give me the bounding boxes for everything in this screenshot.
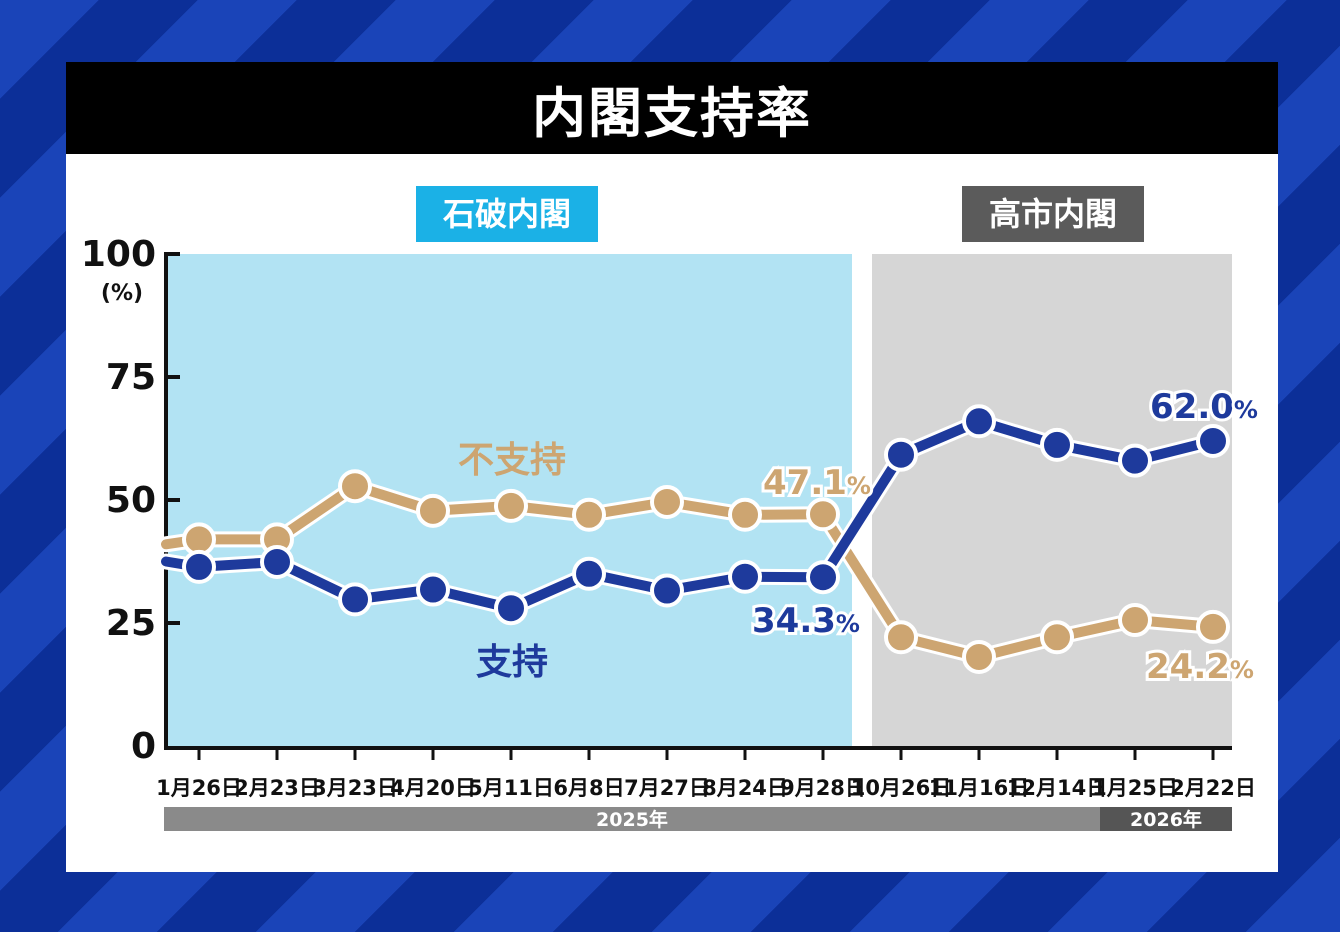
year-label-2026: 2026年	[1130, 808, 1202, 831]
data-point	[338, 469, 372, 504]
data-point	[884, 437, 918, 472]
year-bar-2026	[1100, 807, 1232, 831]
data-point	[572, 497, 606, 532]
data-point	[1118, 603, 1152, 638]
takaichi-era-tag	[962, 186, 1144, 242]
y-tick-label: 75	[106, 357, 156, 398]
x-tick-label: 9月28日	[780, 776, 866, 800]
data-point	[728, 559, 762, 594]
series-label-support: 支持	[476, 642, 548, 683]
y-tick-label: 50	[106, 480, 156, 521]
data-label: 24.2%	[1146, 647, 1254, 687]
data-point	[572, 556, 606, 591]
data-label: 62.0%	[1150, 387, 1258, 427]
data-point	[338, 582, 372, 617]
data-point	[1040, 427, 1074, 462]
data-point	[182, 549, 216, 584]
year-label-2025: 2025年	[596, 808, 668, 831]
x-tick-label: 11月16日	[929, 776, 1029, 800]
x-tick-label: 4月20日	[390, 776, 476, 800]
takaichi-era-background	[872, 254, 1232, 746]
x-tick-label: 1月25日	[1092, 776, 1178, 800]
x-tick-label: 3月23日	[312, 776, 398, 800]
data-point	[260, 544, 294, 579]
x-tick-label: 7月27日	[624, 776, 710, 800]
x-tick-label: 10月26日	[851, 776, 951, 800]
takaichi-era-label: 高市内閣	[989, 195, 1117, 233]
chart-title: 内閣支持率	[66, 62, 1278, 154]
data-point	[806, 560, 840, 595]
x-tick-label: 1月26日	[156, 776, 242, 800]
y-tick-label: 0	[131, 726, 156, 767]
data-point	[650, 484, 684, 519]
data-point	[962, 404, 996, 439]
ishiba-era-tag	[416, 186, 598, 242]
chart-panel: 内閣支持率 石破内閣 高市内閣 100 (%) 75 50 25 0 2025年…	[66, 62, 1278, 872]
x-tick-label: 8月24日	[702, 776, 788, 800]
x-tick-label: 12月14日	[1007, 776, 1107, 800]
data-point	[884, 620, 918, 655]
year-bar-2025	[164, 807, 1100, 831]
data-point	[728, 497, 762, 532]
data-point	[416, 493, 450, 528]
data-point	[494, 488, 528, 523]
data-label: 34.3%	[752, 601, 860, 641]
data-point	[416, 572, 450, 607]
x-tick-label: 2月22日	[1170, 776, 1256, 800]
line-chart: 石破内閣 高市内閣 100 (%) 75 50 25 0 2025年 2026年…	[81, 186, 1261, 831]
data-point	[650, 573, 684, 608]
data-point	[1196, 423, 1230, 458]
y-tick-label: 25	[106, 603, 156, 644]
x-tick-label: 6月8日	[553, 776, 624, 800]
data-point	[1040, 620, 1074, 655]
series-label-non-support: 不支持	[458, 440, 566, 481]
ishiba-era-label: 石破内閣	[442, 195, 571, 233]
data-point	[182, 522, 216, 557]
data-point	[1196, 609, 1230, 644]
data-point	[962, 639, 996, 674]
x-tick-label: 2月23日	[234, 776, 320, 800]
data-point	[494, 591, 528, 626]
data-point	[806, 497, 840, 532]
y-tick-label: 100	[81, 234, 156, 275]
x-tick-label: 5月11日	[468, 776, 554, 800]
data-label: 47.1%	[763, 463, 871, 503]
y-axis-unit: (%)	[101, 281, 143, 306]
data-point	[1118, 443, 1152, 478]
